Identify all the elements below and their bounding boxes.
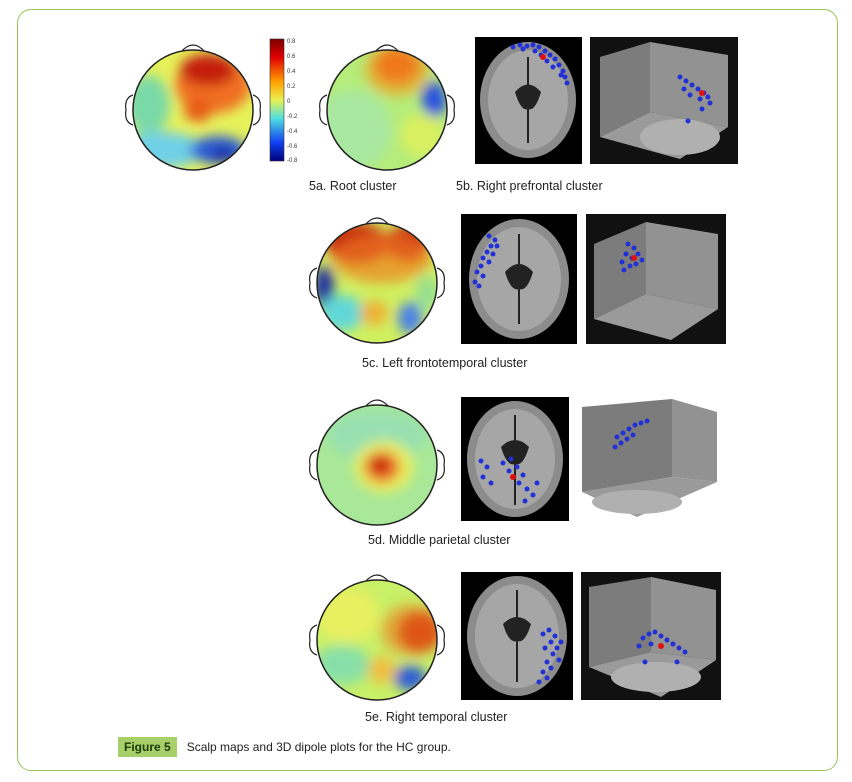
figure-caption-text: Scalp maps and 3D dipole plots for the H… <box>186 740 451 754</box>
dipole-3d-left-frontotemporal <box>586 214 726 344</box>
colorbar-tick: -0.4 <box>287 129 298 135</box>
dipole-3d-middle-parietal <box>577 397 720 521</box>
dipole-axial-right-temporal <box>461 572 573 700</box>
dipole-3d-right-prefrontal <box>590 37 738 164</box>
label-middle-parietal-cluster: 5d. Middle parietal cluster <box>368 533 511 547</box>
scalp-map-left-frontotemporal <box>309 217 445 344</box>
label-left-frontotemporal-cluster: 5c. Left frontotemporal cluster <box>362 356 528 370</box>
scalp-map-right-prefrontal <box>319 44 455 171</box>
colorbar-tick: 0.2 <box>287 84 296 90</box>
colorbar-tick: 0.6 <box>287 54 296 60</box>
scalp-map-root <box>125 44 261 171</box>
colorbar-tick: -0.8 <box>287 158 298 164</box>
label-right-temporal-cluster: 5e. Right temporal cluster <box>365 710 508 724</box>
figure-tag: Figure 5 <box>118 737 177 757</box>
colorbar: 0.8 0.6 0.4 0.2 0 -0.2 -0.4 -0.6 -0.8 <box>269 38 298 164</box>
scalp-map-right-temporal <box>309 574 445 701</box>
colorbar-tick: 0 <box>287 99 291 105</box>
label-right-prefrontal-cluster: 5b. Right prefrontal cluster <box>456 179 603 193</box>
dipole-axial-left-frontotemporal <box>461 214 577 344</box>
colorbar-tick: 0.4 <box>287 69 296 75</box>
dipole-3d-right-temporal <box>581 572 721 700</box>
dipole-axial-right-prefrontal <box>475 37 582 164</box>
colorbar-tick: -0.2 <box>287 114 298 120</box>
label-root-cluster: 5a. Root cluster <box>309 179 397 193</box>
figure-caption: Figure 5 Scalp maps and 3D dipole plots … <box>118 737 451 757</box>
figure-frame <box>17 9 838 771</box>
colorbar-tick: -0.6 <box>287 144 298 150</box>
scalp-map-middle-parietal <box>309 399 445 526</box>
colorbar-tick: 0.8 <box>287 39 296 45</box>
dipole-axial-middle-parietal <box>461 397 569 521</box>
